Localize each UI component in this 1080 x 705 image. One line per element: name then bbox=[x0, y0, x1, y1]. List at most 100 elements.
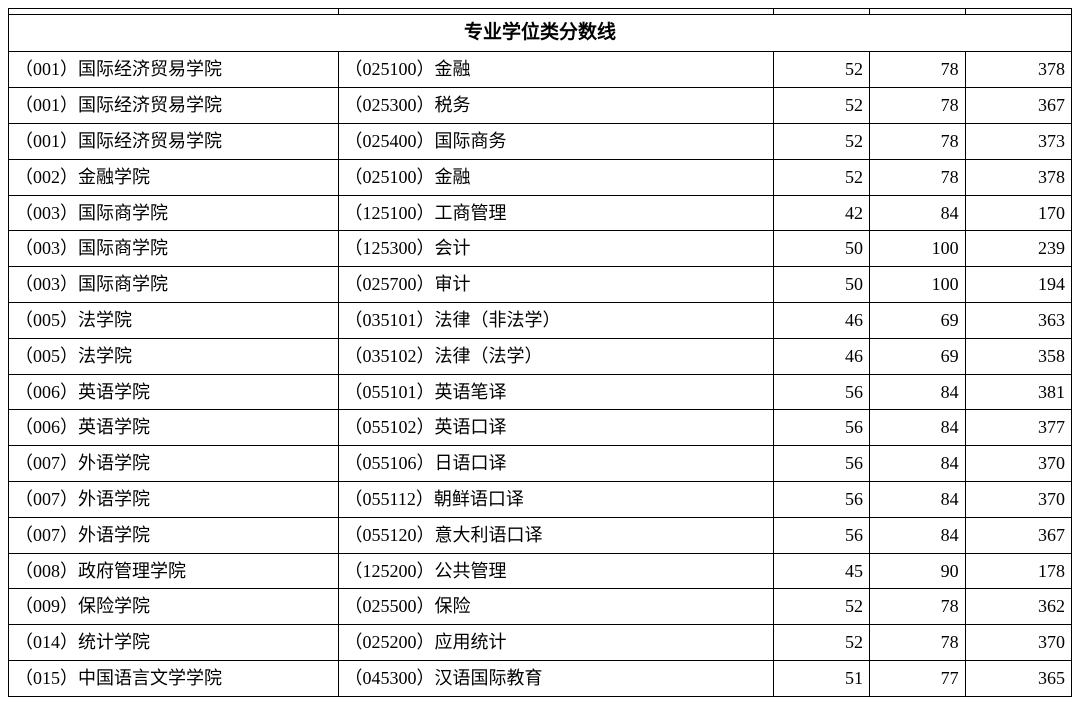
major-cell: （025200）应用统计 bbox=[338, 625, 774, 661]
score3-cell: 367 bbox=[965, 517, 1071, 553]
table-row: （006）英语学院（055102）英语口译5684377 bbox=[9, 410, 1072, 446]
score1-cell: 46 bbox=[774, 302, 870, 338]
score2-cell: 78 bbox=[870, 589, 966, 625]
score3-cell: 365 bbox=[965, 660, 1071, 696]
table-row: （014）统计学院（025200）应用统计5278370 bbox=[9, 625, 1072, 661]
major-cell: （035101）法律（非法学） bbox=[338, 302, 774, 338]
score1-cell: 52 bbox=[774, 123, 870, 159]
score2-cell: 84 bbox=[870, 410, 966, 446]
score2-cell: 77 bbox=[870, 660, 966, 696]
dept-cell: （001）国际经济贸易学院 bbox=[9, 52, 339, 88]
dept-cell: （002）金融学院 bbox=[9, 159, 339, 195]
dept-cell: （001）国际经济贸易学院 bbox=[9, 88, 339, 124]
dept-cell: （015）中国语言文学学院 bbox=[9, 660, 339, 696]
score1-cell: 56 bbox=[774, 374, 870, 410]
score1-cell: 52 bbox=[774, 625, 870, 661]
score1-cell: 45 bbox=[774, 553, 870, 589]
major-cell: （055106）日语口译 bbox=[338, 446, 774, 482]
score2-cell: 100 bbox=[870, 267, 966, 303]
table-title: 专业学位类分数线 bbox=[9, 15, 1072, 52]
score2-cell: 78 bbox=[870, 123, 966, 159]
major-cell: （125300）会计 bbox=[338, 231, 774, 267]
dept-cell: （006）英语学院 bbox=[9, 374, 339, 410]
table-row: （003）国际商学院（125300）会计50100239 bbox=[9, 231, 1072, 267]
score1-cell: 52 bbox=[774, 88, 870, 124]
dept-cell: （003）国际商学院 bbox=[9, 267, 339, 303]
dept-cell: （014）统计学院 bbox=[9, 625, 339, 661]
dept-cell: （001）国际经济贸易学院 bbox=[9, 123, 339, 159]
score-table: 专业学位类分数线 （001）国际经济贸易学院（025100）金融5278378（… bbox=[8, 8, 1072, 697]
major-cell: （055101）英语笔译 bbox=[338, 374, 774, 410]
major-cell: （035102）法律（法学） bbox=[338, 338, 774, 374]
score3-cell: 378 bbox=[965, 52, 1071, 88]
score1-cell: 56 bbox=[774, 410, 870, 446]
score3-cell: 370 bbox=[965, 446, 1071, 482]
table-row: （001）国际经济贸易学院（025100）金融5278378 bbox=[9, 52, 1072, 88]
score2-cell: 69 bbox=[870, 338, 966, 374]
dept-cell: （005）法学院 bbox=[9, 338, 339, 374]
major-cell: （025100）金融 bbox=[338, 159, 774, 195]
score3-cell: 367 bbox=[965, 88, 1071, 124]
dept-cell: （008）政府管理学院 bbox=[9, 553, 339, 589]
score3-cell: 370 bbox=[965, 625, 1071, 661]
table-row: （003）国际商学院（025700）审计50100194 bbox=[9, 267, 1072, 303]
table-title-row: 专业学位类分数线 bbox=[9, 15, 1072, 52]
score1-cell: 50 bbox=[774, 267, 870, 303]
score3-cell: 378 bbox=[965, 159, 1071, 195]
table-row: （007）外语学院（055112）朝鲜语口译5684370 bbox=[9, 481, 1072, 517]
dept-cell: （007）外语学院 bbox=[9, 481, 339, 517]
major-cell: （055102）英语口译 bbox=[338, 410, 774, 446]
score3-cell: 377 bbox=[965, 410, 1071, 446]
table-row: （007）外语学院（055120）意大利语口译5684367 bbox=[9, 517, 1072, 553]
major-cell: （025300）税务 bbox=[338, 88, 774, 124]
score3-cell: 170 bbox=[965, 195, 1071, 231]
score1-cell: 56 bbox=[774, 446, 870, 482]
table-row: （003）国际商学院（125100）工商管理4284170 bbox=[9, 195, 1072, 231]
table-row: （006）英语学院（055101）英语笔译5684381 bbox=[9, 374, 1072, 410]
score3-cell: 381 bbox=[965, 374, 1071, 410]
major-cell: （055112）朝鲜语口译 bbox=[338, 481, 774, 517]
score2-cell: 100 bbox=[870, 231, 966, 267]
dept-cell: （006）英语学院 bbox=[9, 410, 339, 446]
score2-cell: 84 bbox=[870, 517, 966, 553]
score1-cell: 46 bbox=[774, 338, 870, 374]
score2-cell: 84 bbox=[870, 195, 966, 231]
dept-cell: （007）外语学院 bbox=[9, 446, 339, 482]
score2-cell: 84 bbox=[870, 446, 966, 482]
score3-cell: 358 bbox=[965, 338, 1071, 374]
score1-cell: 52 bbox=[774, 159, 870, 195]
score2-cell: 78 bbox=[870, 52, 966, 88]
score2-cell: 78 bbox=[870, 88, 966, 124]
score1-cell: 52 bbox=[774, 52, 870, 88]
score3-cell: 362 bbox=[965, 589, 1071, 625]
score1-cell: 51 bbox=[774, 660, 870, 696]
table-row: （001）国际经济贸易学院（025300）税务5278367 bbox=[9, 88, 1072, 124]
score3-cell: 373 bbox=[965, 123, 1071, 159]
table-row: （015）中国语言文学学院（045300）汉语国际教育5177365 bbox=[9, 660, 1072, 696]
major-cell: （055120）意大利语口译 bbox=[338, 517, 774, 553]
dept-cell: （003）国际商学院 bbox=[9, 231, 339, 267]
score1-cell: 50 bbox=[774, 231, 870, 267]
major-cell: （025500）保险 bbox=[338, 589, 774, 625]
score1-cell: 56 bbox=[774, 481, 870, 517]
score3-cell: 194 bbox=[965, 267, 1071, 303]
dept-cell: （009）保险学院 bbox=[9, 589, 339, 625]
table-row: （002）金融学院（025100）金融5278378 bbox=[9, 159, 1072, 195]
score2-cell: 78 bbox=[870, 625, 966, 661]
score2-cell: 90 bbox=[870, 553, 966, 589]
major-cell: （025400）国际商务 bbox=[338, 123, 774, 159]
score2-cell: 78 bbox=[870, 159, 966, 195]
dept-cell: （003）国际商学院 bbox=[9, 195, 339, 231]
score2-cell: 84 bbox=[870, 481, 966, 517]
score1-cell: 42 bbox=[774, 195, 870, 231]
table-row: （008）政府管理学院（125200）公共管理4590178 bbox=[9, 553, 1072, 589]
table-row: （005）法学院（035102）法律（法学）4669358 bbox=[9, 338, 1072, 374]
dept-cell: （007）外语学院 bbox=[9, 517, 339, 553]
dept-cell: （005）法学院 bbox=[9, 302, 339, 338]
score3-cell: 370 bbox=[965, 481, 1071, 517]
major-cell: （125100）工商管理 bbox=[338, 195, 774, 231]
score1-cell: 52 bbox=[774, 589, 870, 625]
table-row: （007）外语学院（055106）日语口译5684370 bbox=[9, 446, 1072, 482]
table-row: （005）法学院（035101）法律（非法学）4669363 bbox=[9, 302, 1072, 338]
score2-cell: 69 bbox=[870, 302, 966, 338]
